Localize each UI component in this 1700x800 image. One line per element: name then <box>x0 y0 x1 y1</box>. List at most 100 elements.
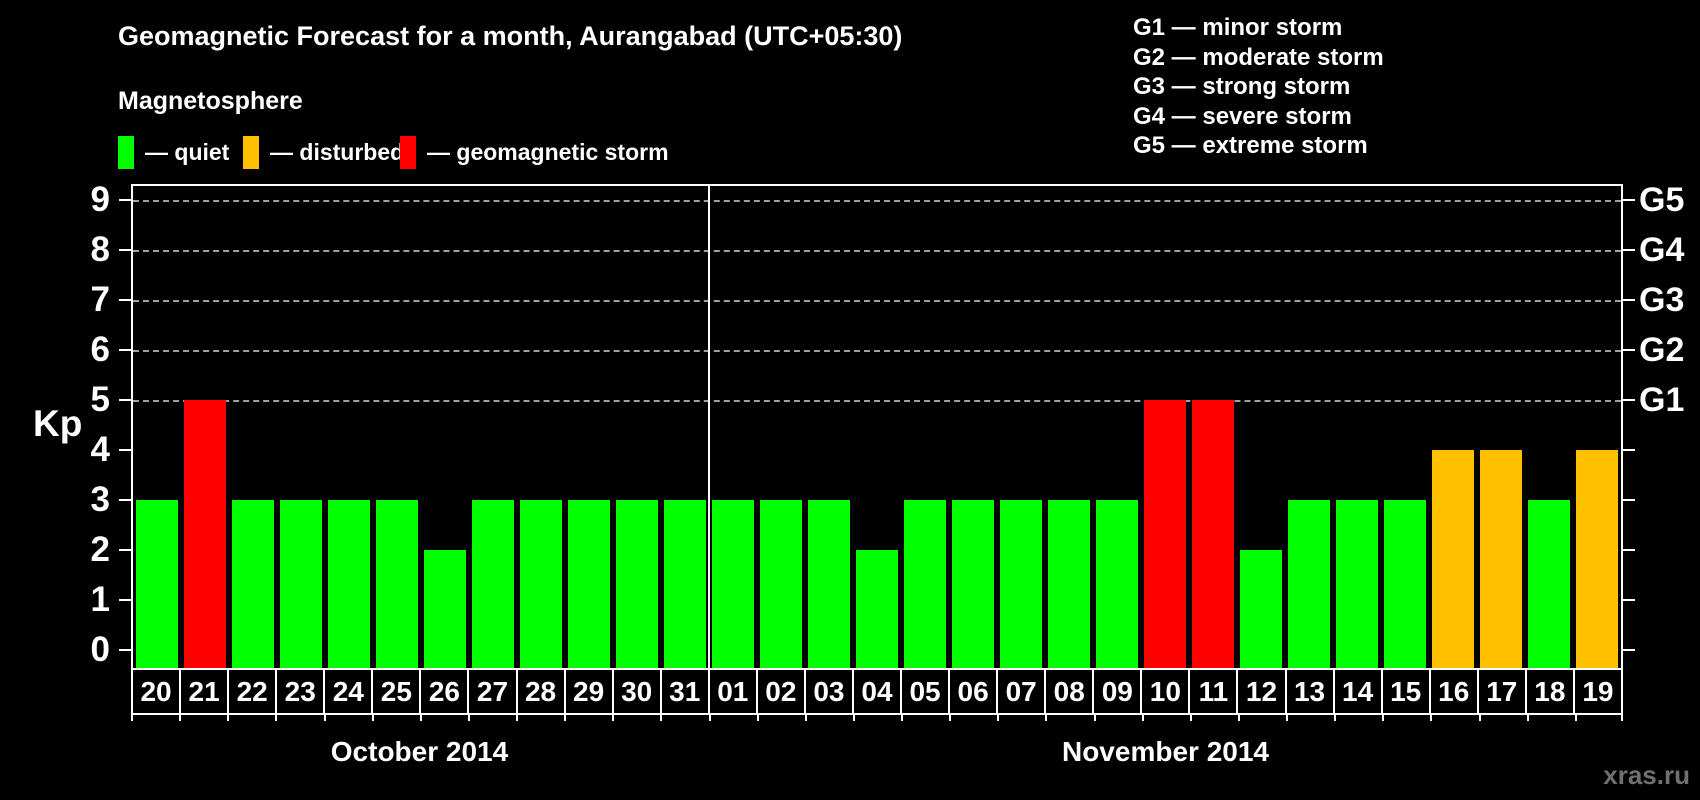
g-scale-item-g2: G2 — moderate storm <box>1133 43 1384 71</box>
day-boundary-tick <box>1238 713 1240 721</box>
kp-bar-day-11 <box>1192 400 1234 668</box>
legend-item-disturbed: — disturbed <box>243 135 404 169</box>
day-boundary-tick <box>1527 713 1529 721</box>
legend-label-disturbed: — disturbed <box>270 138 405 165</box>
day-label-27: 27 <box>467 668 518 715</box>
g-scale-item-g1: G1 — minor storm <box>1133 14 1343 41</box>
day-boundary-tick <box>564 713 566 721</box>
day-boundary-tick <box>1382 713 1384 721</box>
day-label-22: 22 <box>227 668 278 715</box>
day-boundary-tick <box>468 713 470 721</box>
kp-bar-day-21 <box>184 400 226 668</box>
watermark: xras.ru <box>1603 760 1690 790</box>
y-axis-label: Kp <box>33 403 83 444</box>
day-boundary-tick <box>1142 713 1144 721</box>
day-label-16: 16 <box>1428 668 1479 715</box>
day-label-26: 26 <box>419 668 470 715</box>
day-label-31: 31 <box>659 668 710 715</box>
day-label-12: 12 <box>1236 668 1287 715</box>
day-boundary-tick <box>612 713 614 721</box>
legend-label-storm: — geomagnetic storm <box>427 138 669 165</box>
day-label-02: 02 <box>755 668 806 715</box>
y-axis-tick-label-2: 2 <box>90 530 110 569</box>
day-boundary-tick <box>1430 713 1432 721</box>
day-boundary-tick <box>179 713 181 721</box>
day-boundary-tick <box>1190 713 1192 721</box>
kp-bar-day-15 <box>1384 500 1426 668</box>
month-label-october: October 2014 <box>330 736 509 767</box>
day-boundary-tick <box>1479 713 1481 721</box>
day-boundary-tick <box>1575 713 1577 721</box>
day-boundary-tick <box>709 713 711 721</box>
month-separator <box>708 186 710 668</box>
storm-swatch-icon <box>400 135 416 169</box>
day-label-29: 29 <box>563 668 614 715</box>
y-axis-tick-left-5 <box>119 399 131 401</box>
g-level-label-g5: G5 <box>1639 181 1685 219</box>
day-label-09: 09 <box>1092 668 1143 715</box>
kp-bar-day-02 <box>760 500 802 668</box>
day-boundary-tick <box>227 713 229 721</box>
y-axis-tick-label-1: 1 <box>90 580 110 619</box>
y-axis-tick-left-0 <box>119 649 131 651</box>
day-label-03: 03 <box>803 668 854 715</box>
day-label-23: 23 <box>275 668 326 715</box>
day-boundary-tick <box>1286 713 1288 721</box>
day-label-21: 21 <box>179 668 230 715</box>
day-label-13: 13 <box>1284 668 1335 715</box>
day-label-07: 07 <box>996 668 1047 715</box>
day-label-11: 11 <box>1188 668 1239 715</box>
disturbed-swatch-icon <box>243 135 259 169</box>
kp-bar-day-13 <box>1288 500 1330 668</box>
y-axis-tick-right-7 <box>1623 299 1635 301</box>
g-scale-item-g4: G4 — severe storm <box>1133 102 1352 130</box>
month-label-november: November 2014 <box>1061 736 1269 767</box>
day-boundary-tick <box>131 713 133 721</box>
day-label-24: 24 <box>323 668 374 715</box>
g-scale-legend: G1 — minor storm G2 — moderate storm G3 — … <box>1133 13 1384 161</box>
y-axis-tick-left-9 <box>119 199 131 201</box>
y-axis-tick-left-3 <box>119 499 131 501</box>
legend-label-quiet: — quiet <box>145 138 230 165</box>
kp-bar-day-23 <box>280 500 322 668</box>
y-axis-tick-label-8: 8 <box>90 230 110 269</box>
day-boundary-tick <box>949 713 951 721</box>
day-boundary-tick <box>275 713 277 721</box>
day-boundary-tick <box>372 713 374 721</box>
kp-bar-day-28 <box>520 500 562 668</box>
kp-bar-day-03 <box>808 500 850 668</box>
y-axis-tick-left-2 <box>119 549 131 551</box>
kp-bar-day-20 <box>136 500 178 668</box>
kp-bar-day-27 <box>472 500 514 668</box>
day-boundary-tick <box>1094 713 1096 721</box>
x-axis-day-labels: 20 21 22 23 24 25 26 27 28 29 30 31 01 02 03 04 05 06 07 08… <box>131 668 1623 715</box>
day-label-06: 06 <box>948 668 999 715</box>
y-axis-tick-right-9 <box>1623 199 1635 201</box>
kp-bar-day-10 <box>1144 400 1186 668</box>
day-boundary-tick <box>1045 713 1047 721</box>
day-label-28: 28 <box>515 668 566 715</box>
g-level-label-g3: G3 <box>1639 281 1685 319</box>
y-axis-tick-label-9: 9 <box>90 180 110 219</box>
y-axis-tick-label-4: 4 <box>90 430 110 469</box>
kp-bar-day-04 <box>856 550 898 668</box>
day-label-01: 01 <box>707 668 758 715</box>
day-boundary-tick <box>660 713 662 721</box>
gridline-kp9 <box>133 200 1621 202</box>
day-label-30: 30 <box>611 668 662 715</box>
page-title: Geomagnetic Forecast for a month, Aurang… <box>118 21 903 51</box>
day-boundary-tick <box>324 713 326 721</box>
kp-bar-day-29 <box>568 500 610 668</box>
day-boundary-tick <box>757 713 759 721</box>
plot-area <box>131 184 1623 668</box>
gridline-kp6 <box>133 350 1621 352</box>
day-label-25: 25 <box>371 668 422 715</box>
legend-item-storm: — geomagnetic storm <box>400 135 669 169</box>
kp-bar-day-01 <box>712 500 754 668</box>
y-axis-tick-right-1 <box>1623 599 1635 601</box>
gridline-kp5 <box>133 400 1621 402</box>
y-axis-tick-right-2 <box>1623 549 1635 551</box>
kp-bar-day-26 <box>424 550 466 668</box>
kp-bar-day-17 <box>1480 450 1522 668</box>
day-label-19: 19 <box>1572 668 1623 715</box>
